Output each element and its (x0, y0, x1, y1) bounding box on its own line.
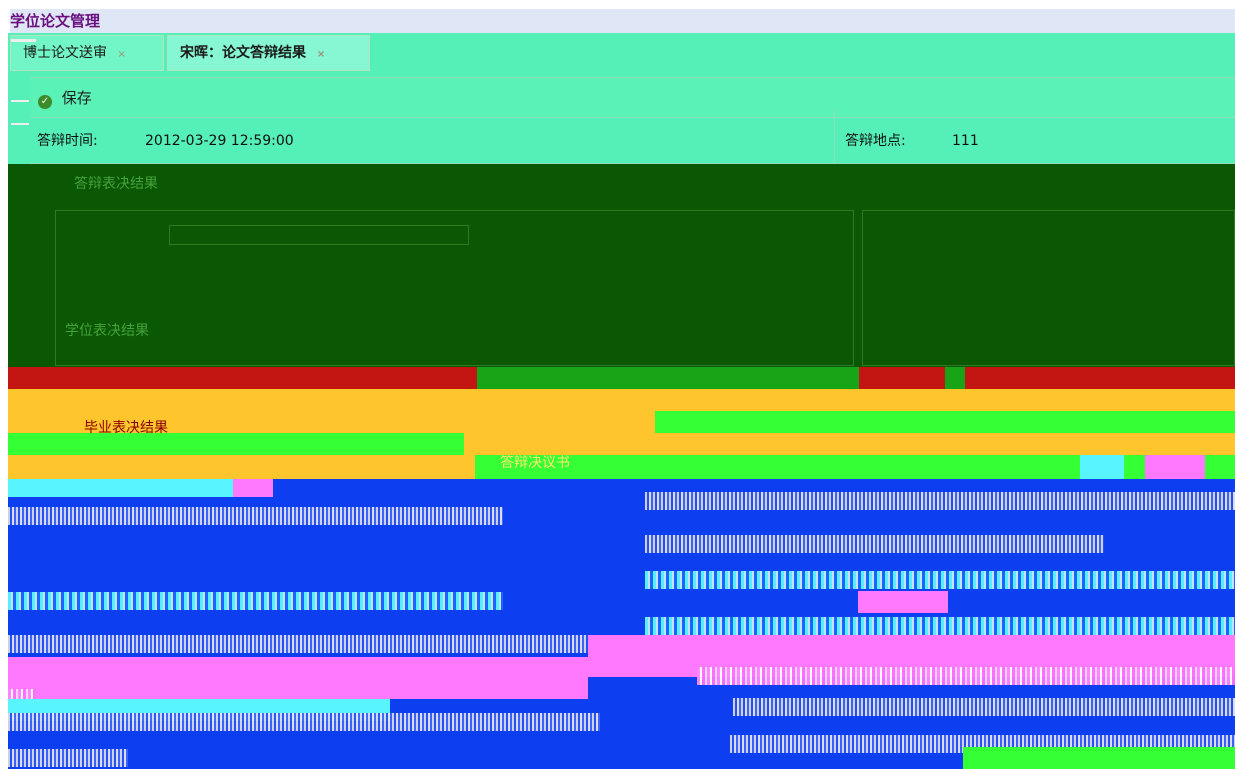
noise-line (733, 698, 1235, 716)
noise-line (645, 571, 1235, 589)
noise-line (645, 617, 1235, 635)
close-icon[interactable]: × (117, 49, 126, 60)
section-title-defense: 答辩表决结果 (74, 176, 158, 192)
page-title: 学位论文管理 (10, 9, 1235, 33)
defense-time-label: 答辩时间: (37, 133, 98, 149)
green-strip (655, 411, 1235, 433)
left-artifact (11, 100, 29, 102)
green-band-segment (477, 367, 859, 389)
noise-line (645, 492, 1235, 510)
result-box-right (862, 210, 1235, 366)
green-band-segment (945, 367, 965, 389)
defense-place-value: 111 (952, 133, 979, 149)
noise-line (645, 535, 1104, 553)
magenta-fragment (8, 657, 588, 699)
check-circle-icon: ✓ (38, 95, 52, 109)
noise-line (8, 713, 600, 731)
section-title-resolution: 答辩决议书 (500, 455, 570, 471)
section-title-graduation: 毕业表决结果 (84, 420, 168, 436)
green-strip (8, 433, 464, 455)
noise-line (8, 635, 588, 653)
toolbar: ✓ 保存 (30, 77, 1235, 118)
green-fragment (963, 747, 1235, 769)
noise-line (8, 592, 503, 610)
section-title-degree: 学位表决结果 (65, 323, 149, 339)
save-button[interactable]: ✓ 保存 (38, 86, 92, 110)
noise-line (8, 749, 128, 767)
magenta-fragment (1145, 455, 1205, 479)
left-artifact (11, 39, 36, 42)
tab-label: 宋晖：论文答辩结果 (180, 45, 306, 61)
result-field (169, 225, 469, 245)
tab-label: 博士论文送审 (23, 45, 107, 61)
noise-line (697, 667, 1235, 685)
tab-defense-result[interactable]: 宋晖：论文答辩结果 × (167, 35, 370, 71)
result-box-left (55, 210, 854, 366)
dark-result-panel (8, 164, 1235, 390)
magenta-fragment (233, 479, 273, 497)
defense-place-label: 答辩地点: (845, 133, 906, 149)
defense-time-value: 2012-03-29 12:59:00 (145, 133, 294, 149)
close-icon[interactable]: × (316, 49, 326, 60)
noise-line (8, 507, 503, 525)
save-label: 保存 (61, 89, 92, 107)
left-artifact (11, 123, 29, 125)
field-divider (834, 110, 835, 163)
magenta-fragment (858, 591, 948, 613)
defense-info-row (30, 118, 1235, 164)
noisy-content-area (8, 479, 1235, 769)
cyan-fragment (1080, 455, 1124, 479)
cyan-fragment (8, 479, 233, 497)
